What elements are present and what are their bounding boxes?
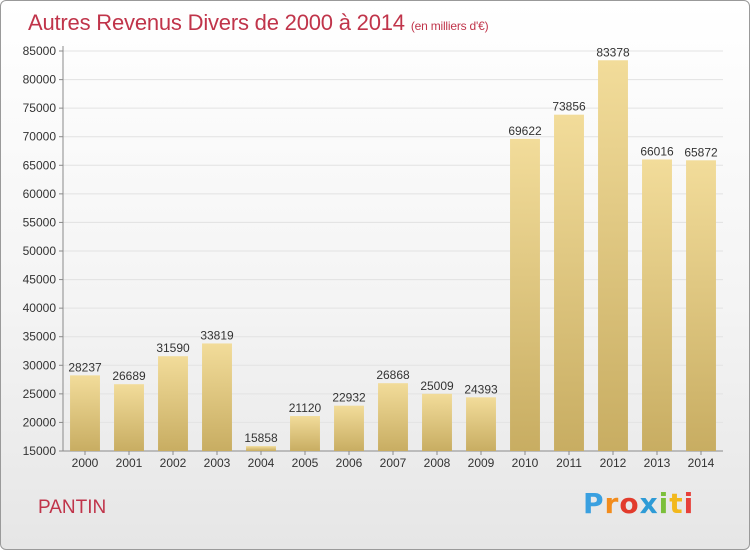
x-tick-label: 2013 xyxy=(644,456,671,470)
y-tick-label: 25000 xyxy=(23,387,57,401)
bar xyxy=(290,416,320,451)
x-tick-label: 2004 xyxy=(248,456,275,470)
y-tick-label: 75000 xyxy=(23,101,57,115)
axes: 15000 20000 25000 30000 35000 40000 45000 50000… xyxy=(23,44,723,470)
data-label: 21120 xyxy=(289,401,322,415)
bar xyxy=(378,383,408,451)
y-tick-label: 30000 xyxy=(23,358,57,372)
y-tick-label: 35000 xyxy=(23,330,57,344)
x-tick-label: 2002 xyxy=(160,456,187,470)
data-label: 65872 xyxy=(684,145,718,159)
bar xyxy=(158,356,188,451)
y-tick-label: 15000 xyxy=(23,444,57,458)
data-label: 15858 xyxy=(244,431,278,445)
y-tick-label: 40000 xyxy=(23,301,57,315)
data-label: 83378 xyxy=(596,45,630,59)
y-tick-label: 80000 xyxy=(23,73,57,87)
city-label: PANTIN xyxy=(38,497,107,518)
x-tick-label: 2007 xyxy=(380,456,407,470)
data-label: 26689 xyxy=(112,369,146,383)
x-tick-label: 2006 xyxy=(336,456,363,470)
chart-title-unit: (en milliers d'€) xyxy=(410,19,489,33)
y-tick-label: 45000 xyxy=(23,273,57,287)
data-label: 22932 xyxy=(332,391,366,405)
bar xyxy=(422,393,452,451)
data-label: 26868 xyxy=(376,368,410,382)
x-tick-label: 2008 xyxy=(424,456,451,470)
y-tick-label: 50000 xyxy=(23,244,57,258)
bar xyxy=(334,405,364,451)
x-tick-label: 2000 xyxy=(72,456,99,470)
data-label: 24393 xyxy=(464,382,498,396)
bar xyxy=(510,138,540,452)
bar xyxy=(202,343,232,451)
chart-title-main: Autres Revenus Divers de 2000 à 2014 xyxy=(28,10,405,35)
bar xyxy=(466,397,496,451)
bars xyxy=(70,60,716,452)
x-tick-label: 2005 xyxy=(292,456,319,470)
y-tick-label: 55000 xyxy=(23,215,57,229)
bar xyxy=(70,375,100,451)
x-tick-label: 2012 xyxy=(600,456,627,470)
bar xyxy=(554,114,584,452)
data-label: 33819 xyxy=(200,328,234,342)
proxiti-logo[interactable]: Proxiti xyxy=(583,487,695,520)
y-tick-label: 70000 xyxy=(23,130,57,144)
data-label: 28237 xyxy=(68,360,102,374)
x-tick-label: 2003 xyxy=(204,456,231,470)
bar xyxy=(686,160,716,451)
x-tick-label: 2001 xyxy=(116,456,143,470)
y-tick-label: 60000 xyxy=(23,187,57,201)
x-tick-label: 2010 xyxy=(512,456,539,470)
data-label: 25009 xyxy=(420,379,454,393)
chart-title: Autres Revenus Divers de 2000 à 2014 (en … xyxy=(28,10,489,36)
bar xyxy=(114,384,144,451)
data-labels: 28237 26689 31590 33819 15858 21120 22932 26868… xyxy=(68,45,718,445)
x-tick-label: 2011 xyxy=(556,456,582,470)
y-tick-label: 20000 xyxy=(23,415,57,429)
bar xyxy=(598,60,628,452)
x-tick-label: 2014 xyxy=(688,456,715,470)
data-label: 66016 xyxy=(640,144,674,158)
data-label: 73856 xyxy=(552,100,586,114)
data-label: 31590 xyxy=(156,341,190,355)
y-tick-label: 85000 xyxy=(23,44,57,58)
y-tick-label: 65000 xyxy=(23,158,57,172)
bar xyxy=(642,159,672,452)
bar xyxy=(246,446,276,451)
data-label: 69622 xyxy=(508,124,542,138)
x-tick-label: 2009 xyxy=(468,456,495,470)
